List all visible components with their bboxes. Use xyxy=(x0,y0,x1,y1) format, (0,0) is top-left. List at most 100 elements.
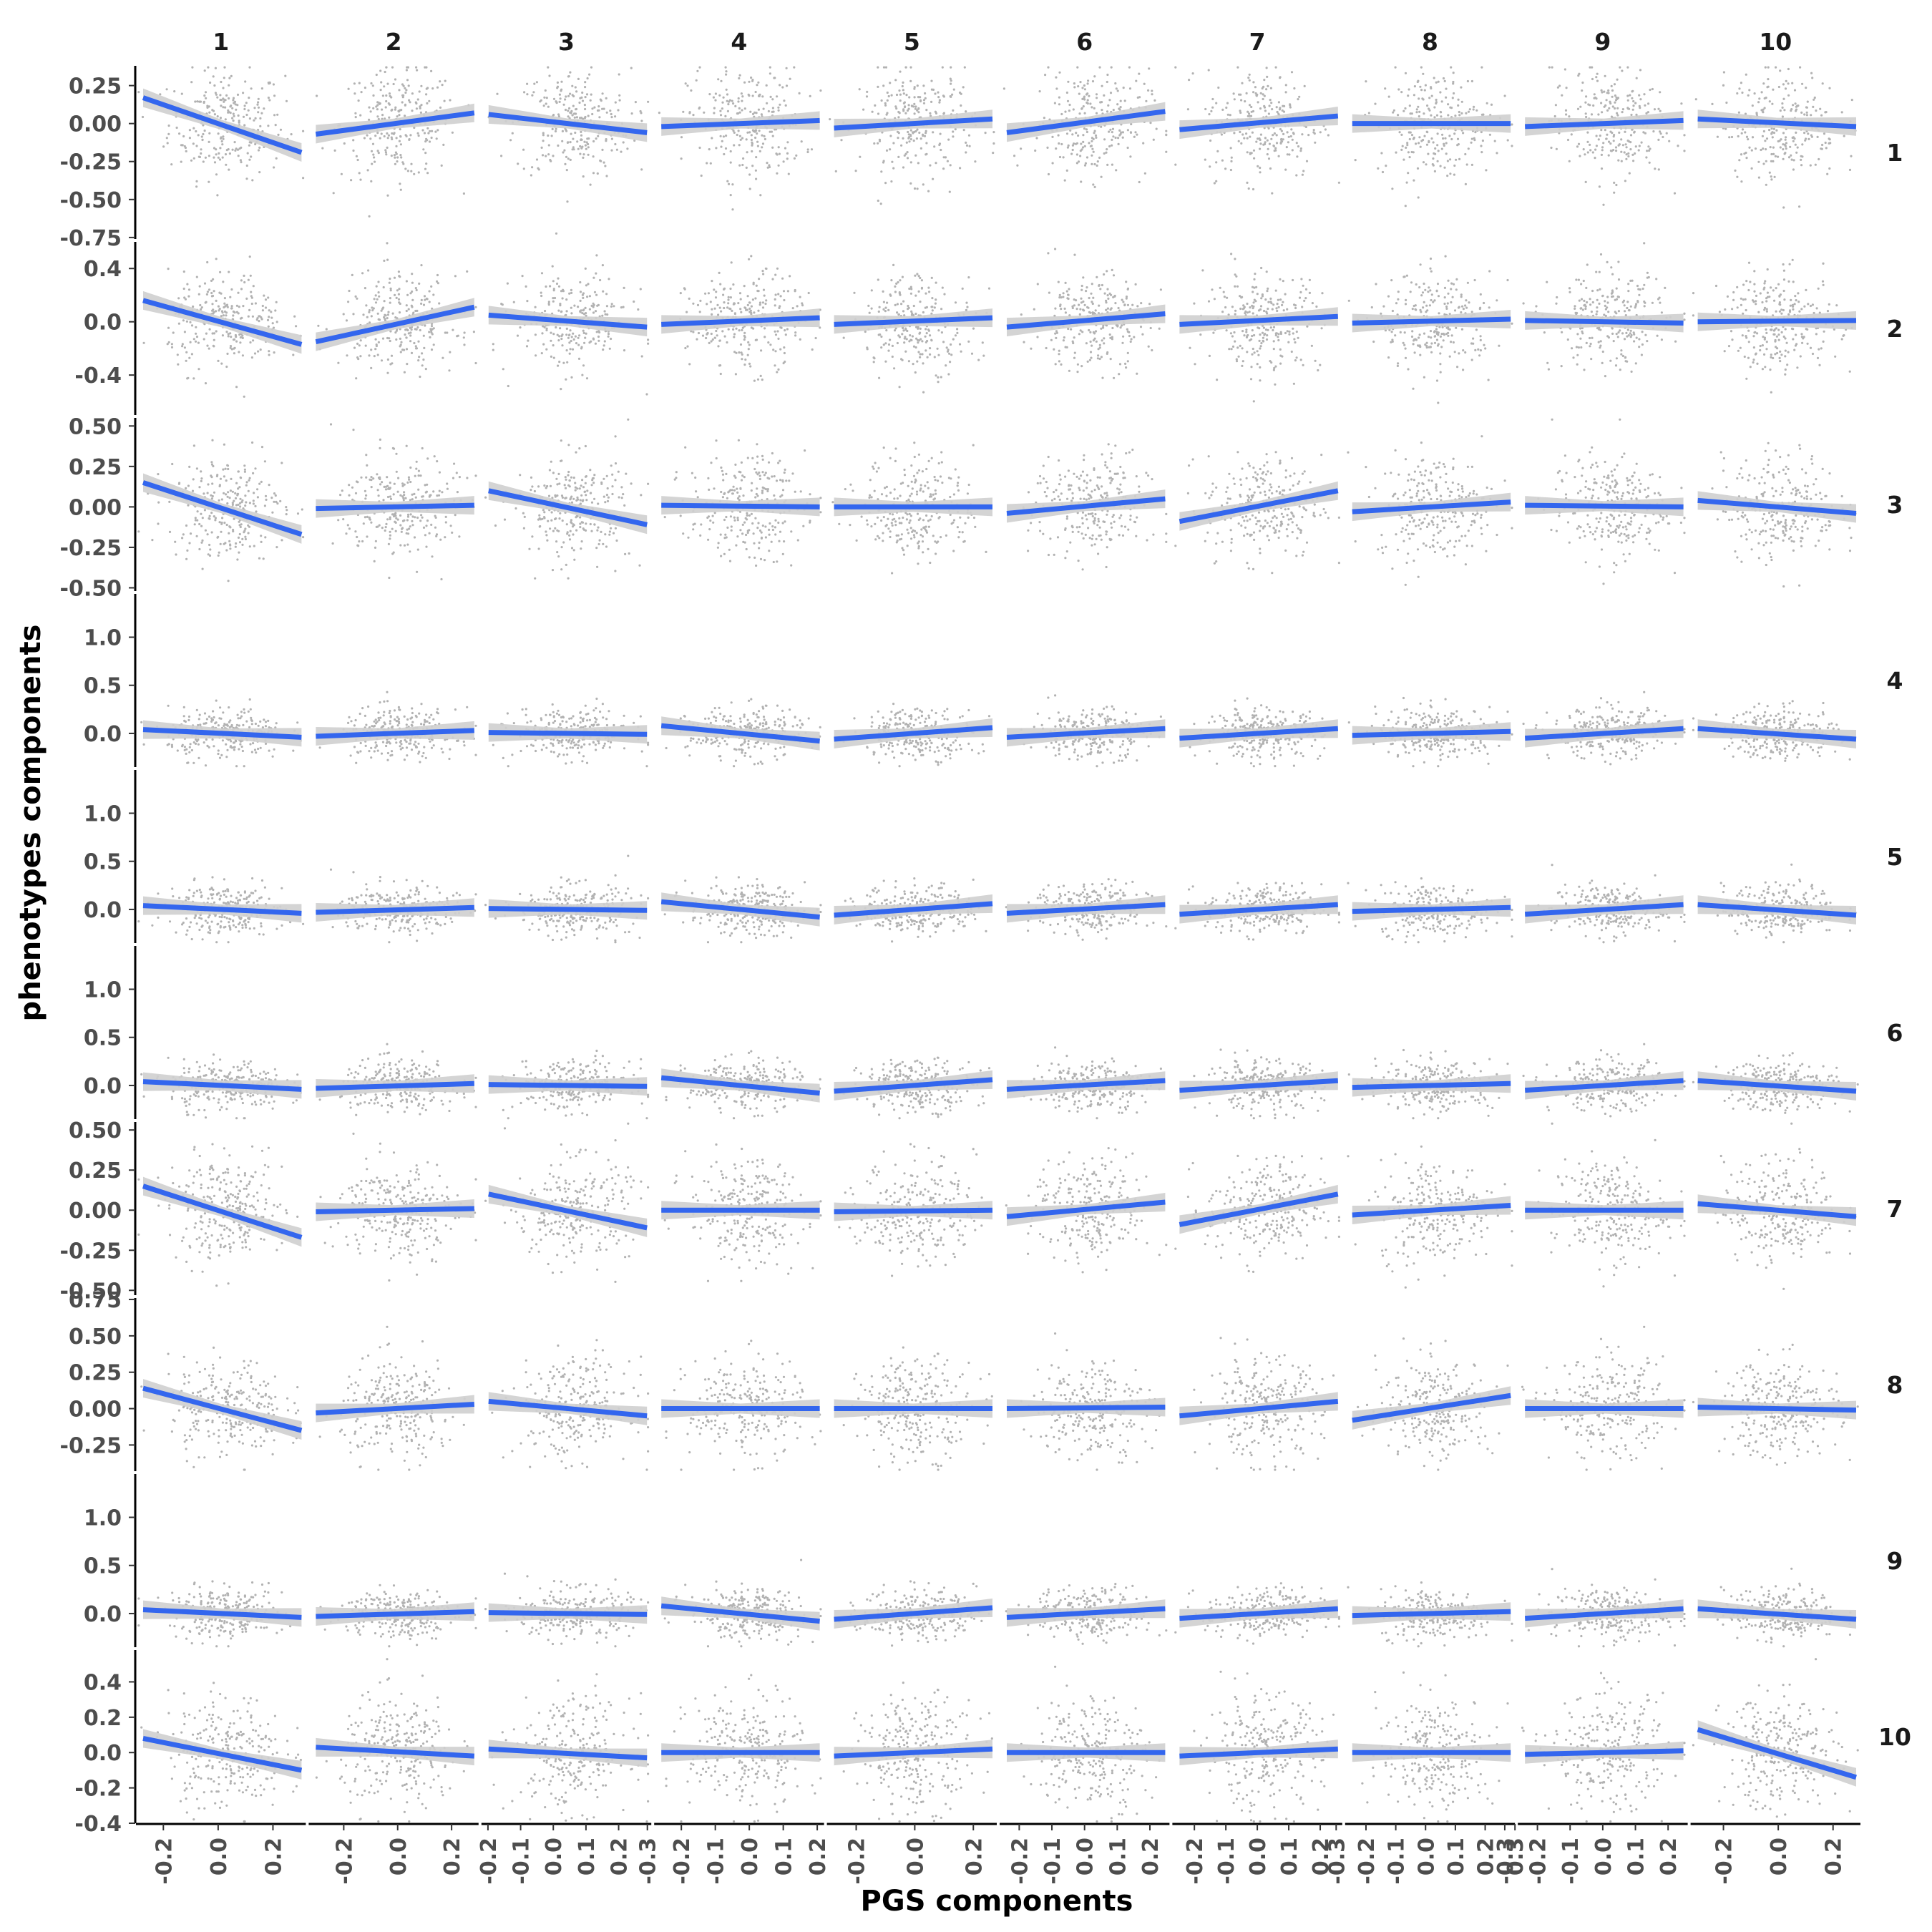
panel-r5-c9 xyxy=(1524,864,1686,944)
fit-line xyxy=(1179,726,1339,741)
fit-line xyxy=(316,728,474,739)
x-tick-label: -0.2 xyxy=(477,1838,502,1885)
fit-line xyxy=(1352,1203,1511,1218)
panel-r7-c2 xyxy=(316,1132,477,1282)
row-strip-label: 1 xyxy=(1887,139,1903,167)
fit-line xyxy=(1179,113,1339,132)
fit-line xyxy=(488,1398,648,1419)
fit-line xyxy=(1697,1201,1857,1219)
fit-line xyxy=(1179,1398,1339,1419)
x-axis-col-9: -0.3 -0.2 -0.1 0.0 0.1 0.2 xyxy=(1493,1823,1688,1885)
fit-line xyxy=(660,723,820,744)
panel-r8-c7 xyxy=(1179,1337,1339,1471)
panel-r8-c8 xyxy=(1352,1337,1511,1471)
panel-r5-c6 xyxy=(1005,878,1168,941)
x-tick-label: -0.2 xyxy=(1712,1838,1737,1885)
fit-line xyxy=(488,312,648,330)
scatter-points xyxy=(1193,1048,1326,1120)
fit-line xyxy=(316,1745,474,1759)
y-axis-row-3: 0.50 0.25 0.00 -0.25 -0.50 xyxy=(60,414,137,601)
y-tick-label: -0.25 xyxy=(60,1239,122,1264)
panel-r7-c8 xyxy=(1347,1145,1513,1289)
panel-r3-c9 xyxy=(1525,418,1686,585)
y-tick-label: -0.4 xyxy=(74,1812,122,1837)
panel-r1-c9 xyxy=(1525,66,1686,206)
scatter-points xyxy=(1174,1154,1340,1273)
scatter-points xyxy=(1189,697,1326,768)
fit-line xyxy=(661,502,820,509)
scatter-points xyxy=(1022,443,1168,571)
x-tick-label: -0.3 xyxy=(1493,1838,1518,1885)
y-axis-row-10: 0.4 0.2 0.0 -0.2 -0.4 xyxy=(74,1650,137,1837)
x-axis-col-7: -0.2 -0.1 0.0 0.1 0.2 xyxy=(1172,1823,1342,1885)
row-strip-label: 10 xyxy=(1878,1723,1911,1751)
fit-line xyxy=(488,488,648,527)
panel-r9-c3 xyxy=(484,1572,650,1648)
panel-r4-c6 xyxy=(1006,694,1166,768)
scatter-points xyxy=(663,439,822,567)
panel-r1-c3 xyxy=(487,66,650,235)
x-tick-label: -0.2 xyxy=(670,1838,695,1885)
panel-r10-c2 xyxy=(315,1658,474,1823)
panel-r10-c3 xyxy=(488,1673,650,1823)
x-tick-label: 0.1 xyxy=(1277,1838,1302,1875)
x-axis-col-10: -0.2 0.0 0.2 xyxy=(1690,1823,1860,1885)
fit-line xyxy=(488,1082,648,1089)
panel-r2-c6 xyxy=(1006,248,1166,379)
x-tick-label: -0.1 xyxy=(704,1838,729,1885)
fit-line xyxy=(1006,726,1166,740)
fit-line xyxy=(834,1746,993,1759)
y-tick-label: -0.50 xyxy=(60,1279,122,1304)
y-tick-label: -0.2 xyxy=(74,1777,122,1802)
scatter-points xyxy=(318,1043,477,1116)
column-strip-label: 9 xyxy=(1594,28,1611,56)
y-tick-label: 0.0 xyxy=(84,311,122,336)
x-tick-label: -0.1 xyxy=(1385,1838,1410,1885)
x-tick-label: 0.3 xyxy=(1503,1838,1528,1875)
x-tick-label: -0.2 xyxy=(1526,1838,1551,1885)
panel-r4-c7 xyxy=(1179,697,1339,768)
column-strip-label: 6 xyxy=(1076,28,1093,56)
fit-line xyxy=(1524,1606,1684,1621)
x-tick-label: 0.1 xyxy=(1624,1838,1649,1875)
fit-line xyxy=(142,480,303,537)
panel-r3-c6 xyxy=(1006,443,1168,571)
panel-r2-c3 xyxy=(488,254,650,396)
panel-r9-c8 xyxy=(1347,1581,1513,1648)
fit-line xyxy=(1006,1199,1166,1219)
fit-line xyxy=(1525,117,1684,130)
panel-r6-c7 xyxy=(1179,1048,1339,1120)
x-axis-col-4: -0.3 -0.2 -0.1 0.0 0.1 0.2 xyxy=(636,1823,831,1885)
panel-r7-c1 xyxy=(137,1143,303,1287)
panel-r10-c10 xyxy=(1692,1658,1859,1818)
x-tick-label: -0.2 xyxy=(1183,1838,1208,1885)
scatter-points xyxy=(487,66,650,235)
x-tick-label: 0.2 xyxy=(1822,1838,1847,1875)
panel-r1-c2 xyxy=(315,66,475,218)
fit-line xyxy=(488,112,648,135)
panel-r4-c2 xyxy=(316,691,477,764)
fit-line xyxy=(834,1605,993,1622)
x-tick-label: 0.1 xyxy=(575,1838,600,1875)
panel-r9-c6 xyxy=(1005,1582,1168,1645)
x-tick-label: 0.2 xyxy=(262,1838,287,1875)
x-tick-label: -0.1 xyxy=(509,1838,535,1885)
fit-line xyxy=(1352,1080,1511,1091)
panel-r10-c5 xyxy=(834,1681,993,1823)
panel-r8-c5 xyxy=(834,1346,993,1471)
panel-r5-c3 xyxy=(484,854,650,944)
fit-line xyxy=(1006,1405,1166,1412)
y-tick-label: 0.00 xyxy=(69,1397,122,1423)
scatter-points xyxy=(315,1658,469,1823)
scatter-points xyxy=(1189,253,1326,403)
row-strip-label: 5 xyxy=(1887,843,1903,871)
fit-line xyxy=(142,1607,302,1620)
column-strip-label: 8 xyxy=(1422,28,1438,56)
x-tick-label: 0.0 xyxy=(1246,1838,1271,1875)
y-tick-label: 0.0 xyxy=(84,1602,122,1627)
panel-r5-c7 xyxy=(1174,882,1340,941)
y-tick-label: 0.5 xyxy=(84,1026,122,1051)
panel-r6-c1 xyxy=(140,1053,302,1120)
panel-r4-c5 xyxy=(834,703,993,768)
x-tick-label: -0.1 xyxy=(1214,1838,1239,1885)
